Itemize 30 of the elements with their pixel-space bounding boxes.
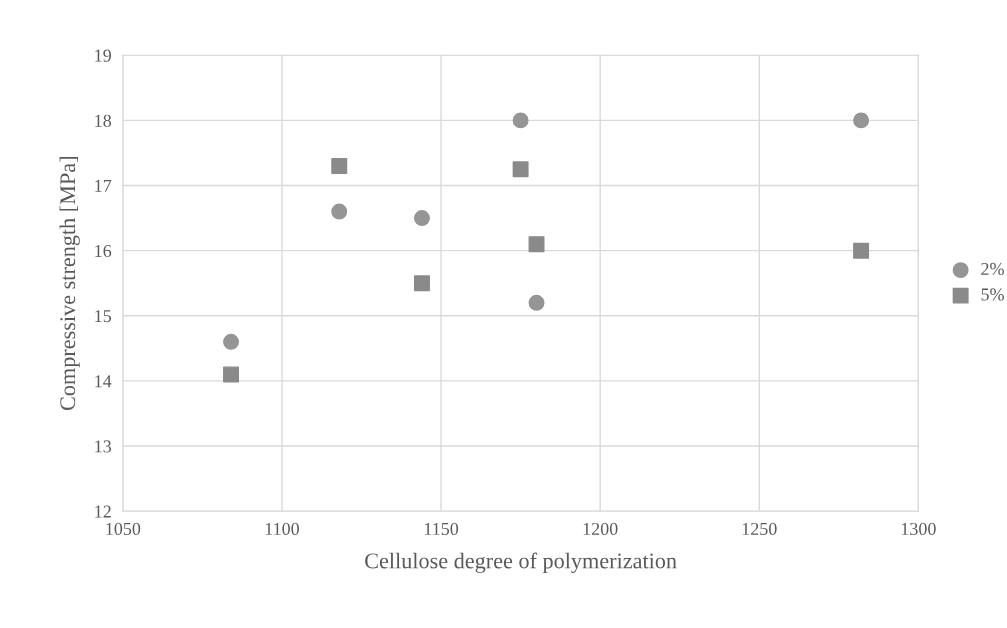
point bbox=[512, 161, 529, 178]
x-tick-label: 1100 bbox=[265, 522, 299, 536]
y-tick-label: 15 bbox=[95, 310, 112, 323]
point bbox=[853, 112, 870, 129]
x-tick-label: 1300 bbox=[901, 522, 936, 536]
point bbox=[331, 158, 348, 174]
y-tick-label: 12 bbox=[95, 505, 111, 518]
legend-label: 2% bbox=[981, 262, 1004, 276]
y-tick-label: 18 bbox=[95, 114, 112, 127]
x-tick-label: 1150 bbox=[424, 522, 459, 536]
point bbox=[413, 210, 430, 227]
x-tick-label: 1050 bbox=[106, 522, 141, 536]
x-axis-title: Cellulose degree of polymerization bbox=[365, 552, 677, 574]
y-tick-label: 19 bbox=[95, 49, 111, 62]
point bbox=[413, 275, 430, 292]
legend-label: 5% bbox=[981, 288, 1004, 301]
point bbox=[853, 242, 870, 259]
point bbox=[512, 112, 529, 129]
y-axis-title: Compressive strength [MPa] bbox=[59, 157, 80, 411]
y-tick-label: 14 bbox=[95, 375, 112, 388]
point bbox=[331, 203, 348, 220]
point bbox=[528, 236, 545, 253]
y-tick-label: 17 bbox=[95, 179, 112, 192]
x-tick-label: 1200 bbox=[583, 522, 618, 536]
point bbox=[528, 294, 545, 311]
y-tick-label: 16 bbox=[95, 244, 112, 258]
point bbox=[223, 333, 240, 350]
x-tick-label: 1250 bbox=[742, 522, 777, 536]
point bbox=[223, 366, 240, 383]
y-tick-label: 13 bbox=[95, 440, 112, 453]
